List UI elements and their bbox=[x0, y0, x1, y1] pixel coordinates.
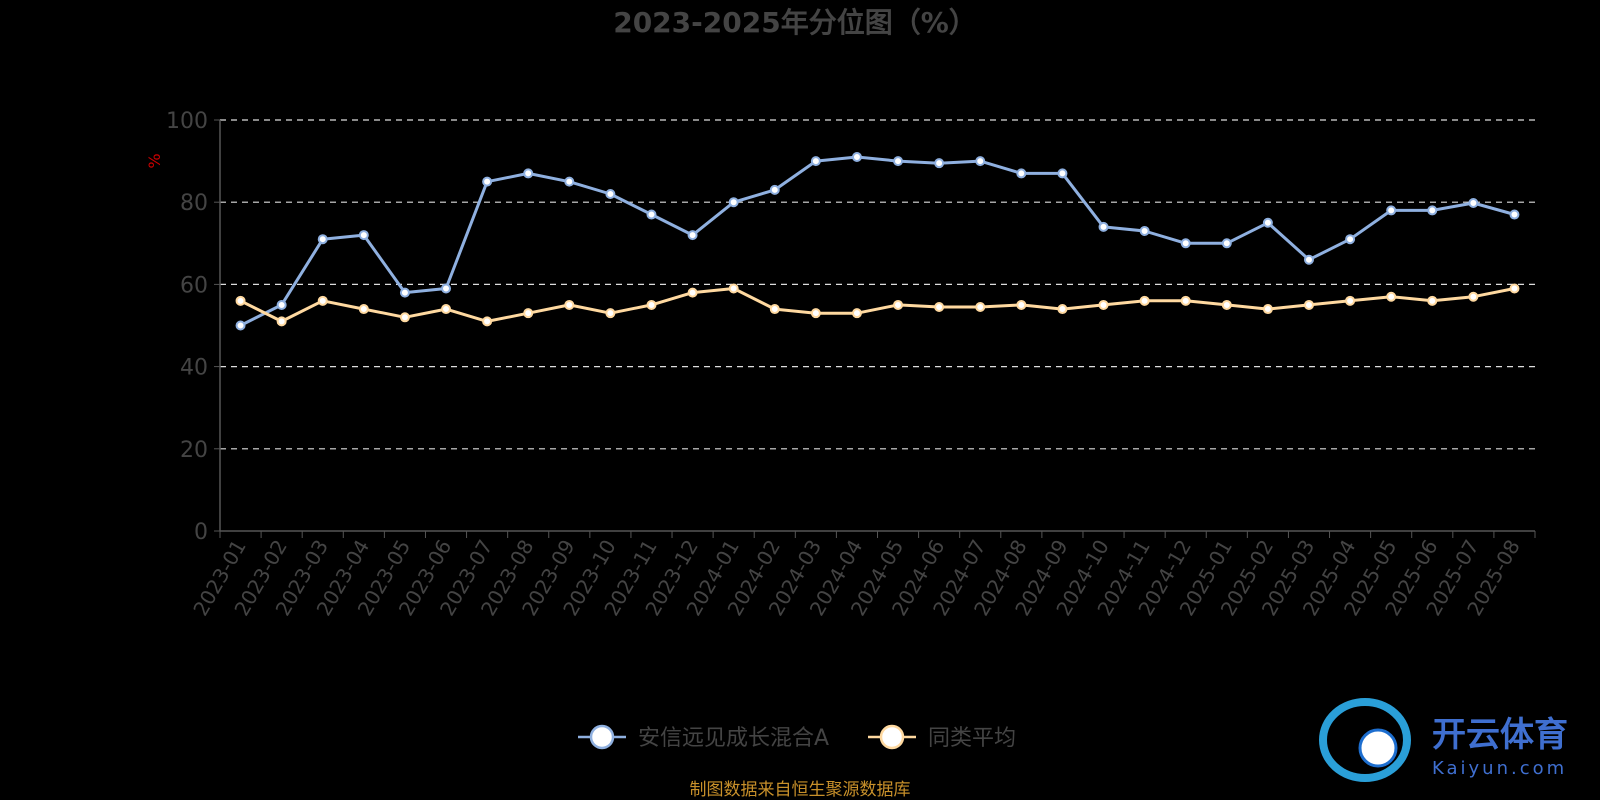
legend-marker-fund bbox=[589, 724, 615, 750]
data-point[interactable] bbox=[235, 320, 246, 331]
data-point[interactable] bbox=[1345, 295, 1356, 306]
legend-item-average[interactable]: 同类平均 bbox=[868, 724, 1016, 751]
data-point[interactable] bbox=[399, 312, 410, 323]
data-point[interactable] bbox=[317, 234, 328, 245]
data-point[interactable] bbox=[1427, 295, 1438, 306]
x-tick-labels: 2023-012023-022023-032023-042023-052023-… bbox=[188, 531, 1536, 620]
data-point[interactable] bbox=[769, 184, 780, 195]
grid-lines bbox=[220, 119, 1535, 450]
data-point[interactable] bbox=[646, 299, 657, 310]
data-point[interactable] bbox=[1262, 304, 1273, 315]
data-point[interactable] bbox=[1262, 217, 1273, 228]
y-tick-label: 100 bbox=[166, 109, 208, 134]
source-note: 制图数据来自恒生聚源数据库 bbox=[690, 780, 911, 800]
data-point[interactable] bbox=[934, 158, 945, 169]
logo-ring-icon bbox=[1319, 698, 1411, 782]
data-point[interactable] bbox=[687, 230, 698, 241]
data-point[interactable] bbox=[1016, 168, 1027, 179]
data-point[interactable] bbox=[728, 283, 739, 294]
data-point[interactable] bbox=[317, 295, 328, 306]
data-point[interactable] bbox=[1303, 254, 1314, 265]
data-point[interactable] bbox=[975, 302, 986, 313]
data-point[interactable] bbox=[1057, 304, 1068, 315]
soccer-ball-icon bbox=[1358, 728, 1398, 768]
data-point[interactable] bbox=[358, 230, 369, 241]
data-point[interactable] bbox=[934, 302, 945, 313]
series-0 bbox=[235, 151, 1520, 331]
legend-marker-average bbox=[879, 724, 905, 750]
data-point[interactable] bbox=[1057, 168, 1068, 179]
data-point[interactable] bbox=[276, 299, 287, 310]
data-point[interactable] bbox=[564, 176, 575, 187]
data-point[interactable] bbox=[482, 176, 493, 187]
data-point[interactable] bbox=[358, 304, 369, 315]
data-point[interactable] bbox=[276, 316, 287, 327]
legend-item-fund[interactable]: 安信远见成长混合A bbox=[578, 724, 829, 751]
data-point[interactable] bbox=[1139, 295, 1150, 306]
data-point[interactable] bbox=[605, 308, 616, 319]
chart-title: 2023-2025年分位图（%） bbox=[613, 6, 977, 39]
y-tick-label: 40 bbox=[180, 356, 208, 381]
data-point[interactable] bbox=[769, 304, 780, 315]
data-point[interactable] bbox=[728, 197, 739, 208]
data-point[interactable] bbox=[1180, 238, 1191, 249]
axes bbox=[219, 120, 1535, 532]
data-point[interactable] bbox=[441, 304, 452, 315]
data-point[interactable] bbox=[605, 188, 616, 199]
y-tick-labels: 0 20 40 60 80 100 bbox=[166, 109, 220, 545]
data-point[interactable] bbox=[646, 209, 657, 220]
data-point[interactable] bbox=[1303, 299, 1314, 310]
data-point[interactable] bbox=[851, 308, 862, 319]
data-point[interactable] bbox=[1468, 291, 1479, 302]
data-point[interactable] bbox=[523, 308, 534, 319]
legend[interactable]: 安信远见成长混合A 同类平均 bbox=[578, 724, 1016, 751]
data-point[interactable] bbox=[1468, 198, 1479, 209]
data-point[interactable] bbox=[1180, 295, 1191, 306]
y-tick-label: 20 bbox=[180, 438, 208, 463]
data-point[interactable] bbox=[687, 287, 698, 298]
data-point[interactable] bbox=[1016, 299, 1027, 310]
data-point[interactable] bbox=[1098, 299, 1109, 310]
data-point[interactable] bbox=[441, 283, 452, 294]
series-1 bbox=[235, 283, 1520, 327]
data-point[interactable] bbox=[893, 299, 904, 310]
data-point[interactable] bbox=[810, 308, 821, 319]
data-point[interactable] bbox=[1221, 299, 1232, 310]
data-point[interactable] bbox=[1221, 238, 1232, 249]
data-point[interactable] bbox=[1345, 234, 1356, 245]
data-point[interactable] bbox=[399, 287, 410, 298]
data-point[interactable] bbox=[235, 295, 246, 306]
data-point[interactable] bbox=[1386, 291, 1397, 302]
series-line bbox=[239, 287, 1515, 323]
data-point[interactable] bbox=[851, 151, 862, 162]
data-point[interactable] bbox=[810, 156, 821, 167]
data-point[interactable] bbox=[1427, 205, 1438, 216]
y-tick-label: 0 bbox=[194, 520, 208, 545]
series-layer bbox=[235, 151, 1520, 331]
data-point[interactable] bbox=[1509, 209, 1520, 220]
legend-label-average: 同类平均 bbox=[928, 726, 1016, 751]
data-point[interactable] bbox=[893, 156, 904, 167]
data-point[interactable] bbox=[975, 156, 986, 167]
data-point[interactable] bbox=[1386, 205, 1397, 216]
data-point[interactable] bbox=[1139, 225, 1150, 236]
y-axis-label: % bbox=[145, 153, 164, 168]
data-point[interactable] bbox=[482, 316, 493, 327]
legend-label-fund: 安信远见成长混合A bbox=[638, 726, 829, 751]
logo-brand-en: Kaiyun.com bbox=[1432, 758, 1567, 779]
data-point[interactable] bbox=[564, 299, 575, 310]
logo-brand-cn: 开云体育 bbox=[1432, 715, 1568, 755]
data-point[interactable] bbox=[523, 168, 534, 179]
data-point[interactable] bbox=[1098, 221, 1109, 232]
watermark-logo: 开云体育 Kaiyun.com bbox=[1319, 698, 1568, 782]
y-tick-label: 80 bbox=[180, 191, 208, 216]
data-point[interactable] bbox=[1509, 283, 1520, 294]
series-line bbox=[239, 155, 1515, 327]
y-tick-label: 60 bbox=[180, 273, 208, 298]
